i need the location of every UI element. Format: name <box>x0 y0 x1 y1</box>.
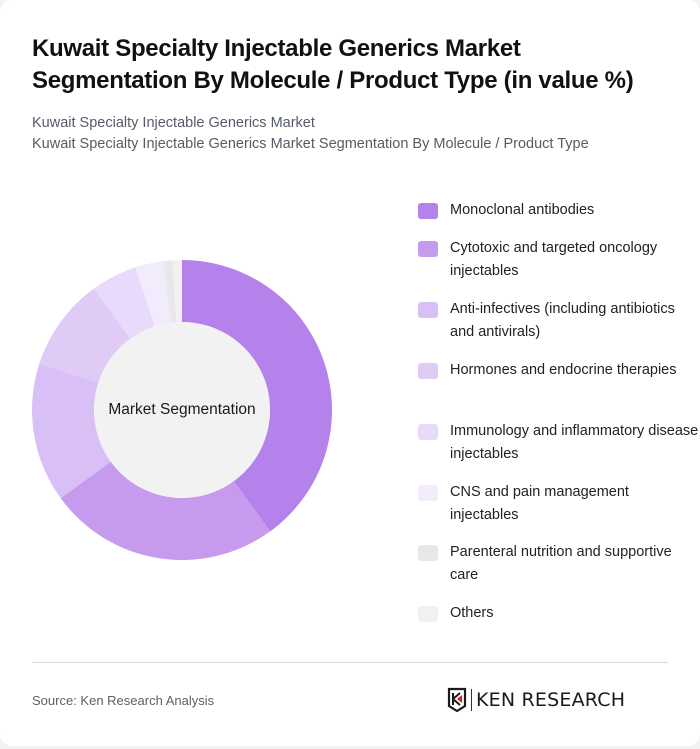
ken-research-shield-icon <box>447 687 467 713</box>
legend-item[interactable]: Cytotoxic and targeted oncology injectab… <box>418 237 700 282</box>
legend-label: Monoclonal antibodies <box>450 202 595 218</box>
logo-separator <box>471 689 472 711</box>
legend-label: Immunology and inflammatory disease inje… <box>450 423 699 462</box>
legend-label: Hormones and endocrine therapies <box>450 362 677 378</box>
legend-swatch <box>418 241 438 257</box>
legend-item[interactable]: CNS and pain management injectables <box>418 481 700 526</box>
donut-slice[interactable] <box>39 288 131 383</box>
donut-slice[interactable] <box>172 260 182 323</box>
legend-swatch <box>418 302 438 318</box>
legend-item[interactable]: Hormones and endocrine therapies <box>418 359 700 382</box>
donut-slice[interactable] <box>93 267 155 339</box>
legend-item[interactable]: Immunology and inflammatory disease inje… <box>418 420 700 465</box>
donut-hole <box>94 322 270 498</box>
legend-label: Anti-infectives (including antibiotics a… <box>450 301 675 340</box>
legend-swatch <box>418 545 438 561</box>
legend-swatch <box>418 363 438 379</box>
page-title: Kuwait Specialty Injectable Generics Mar… <box>32 35 634 94</box>
donut-center-label: Market Segmentation <box>108 401 256 418</box>
footer-divider <box>32 662 668 663</box>
ken-research-logo: KEN RESEARCH <box>447 686 625 714</box>
subtitle-line-2: Kuwait Specialty Injectable Generics Mar… <box>32 136 589 152</box>
logo-text: KEN RESEARCH <box>476 689 626 711</box>
donut-slice[interactable] <box>32 363 111 499</box>
subtitle: Kuwait Specialty Injectable Generics Mar… <box>32 113 672 155</box>
donut-slice[interactable] <box>135 261 171 327</box>
legend-swatch <box>418 203 438 219</box>
legend-swatch <box>418 485 438 501</box>
source-text: Source: Ken Research Analysis <box>32 693 215 708</box>
donut-slice[interactable] <box>163 260 177 323</box>
legend-label: Cytotoxic and targeted oncology injectab… <box>450 240 658 279</box>
legend-item[interactable]: Others <box>418 602 700 625</box>
donut-slice[interactable] <box>182 260 332 532</box>
legend-swatch <box>418 606 438 622</box>
legend-label: Parenteral nutrition and supportive care <box>450 544 672 583</box>
donut-chart: Market Segmentation <box>32 260 332 560</box>
legend-label: CNS and pain management injectables <box>450 484 629 523</box>
subtitle-line-1: Kuwait Specialty Injectable Generics Mar… <box>32 115 315 131</box>
legend-label: Others <box>450 605 494 621</box>
legend-item[interactable]: Monoclonal antibodies <box>418 199 700 222</box>
legend-item[interactable]: Parenteral nutrition and supportive care <box>418 541 700 586</box>
legend-item[interactable]: Anti-infectives (including antibiotics a… <box>418 298 700 343</box>
donut-svg <box>32 260 332 560</box>
donut-slice[interactable] <box>60 461 271 560</box>
legend-swatch <box>418 424 438 440</box>
